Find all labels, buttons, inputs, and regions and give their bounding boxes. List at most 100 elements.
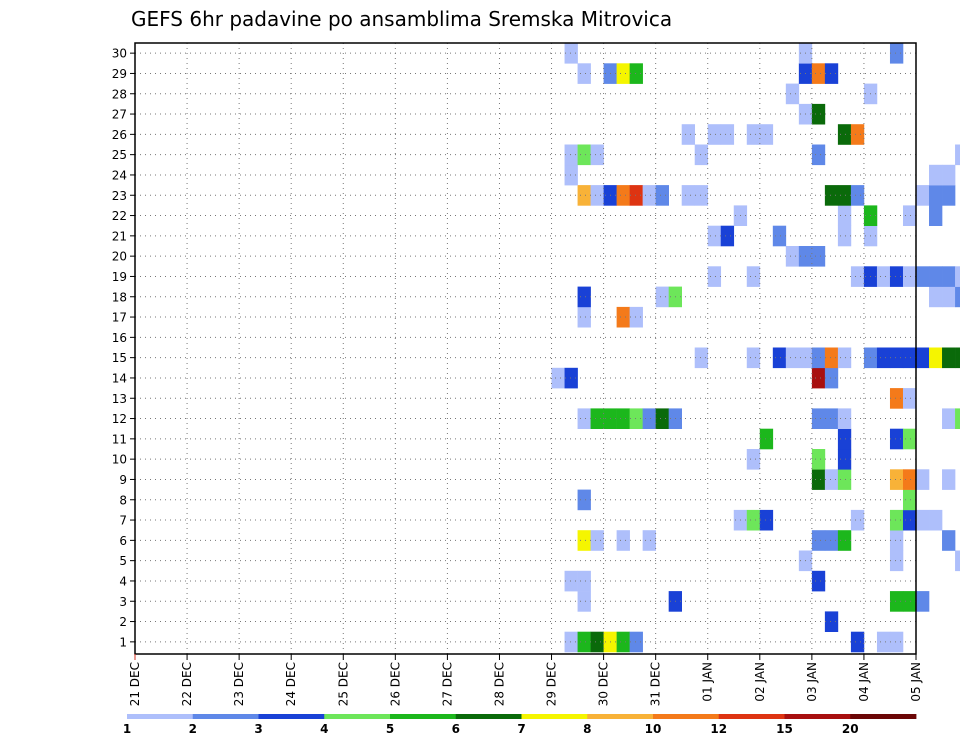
y-tick-label: 22 (112, 209, 127, 223)
cell-member-24-step-61 (929, 164, 943, 186)
cell-member-3-step-58 (889, 591, 904, 612)
cell-member-17-step-34 (577, 306, 591, 328)
cell-member-27-step-52 (811, 103, 826, 125)
cell-member-25-step-35 (590, 144, 604, 166)
colorbar-label: 6 (452, 722, 460, 736)
cell-member-30-step-33 (564, 43, 578, 64)
cell-member-21-step-45 (720, 225, 735, 247)
x-tick-label: 31 DEC (649, 662, 663, 706)
cell-member-8-step-59 (902, 489, 917, 511)
cell-member-19-step-61 (929, 266, 943, 287)
cell-member-12-step-54 (837, 408, 852, 429)
cell-member-15-step-62 (942, 347, 956, 369)
colorbar-label: 3 (254, 722, 262, 736)
cell-member-6-step-54 (837, 530, 852, 551)
cell-member-14-step-52 (811, 367, 826, 389)
cell-member-21-step-54 (837, 225, 852, 247)
cell-member-2-step-53 (824, 611, 839, 632)
cell-member-12-step-35 (590, 408, 604, 429)
x-tick-label: 21 DEC (128, 662, 142, 706)
y-tick-label: 2 (119, 615, 127, 629)
cell-member-17-step-38 (629, 306, 643, 328)
cell-member-13-step-58 (889, 388, 904, 409)
cell-member-1-step-55 (850, 631, 865, 653)
cell-member-15-step-53 (824, 347, 839, 369)
cell-member-23-step-54 (837, 185, 852, 206)
cell-member-30-step-58 (889, 43, 904, 64)
cell-member-26-step-42 (681, 124, 696, 145)
y-tick-label: 14 (112, 371, 127, 385)
x-tick-label: 02 JAN (753, 662, 767, 702)
y-tick-label: 16 (112, 331, 127, 345)
y-tick-label: 10 (112, 453, 127, 467)
y-tick-label: 5 (119, 554, 127, 568)
cell-member-26-step-55 (850, 124, 865, 145)
colorbar-label: 15 (776, 722, 793, 736)
colorbar-swatch (587, 714, 654, 719)
y-tick-label: 21 (112, 229, 127, 243)
cell-member-15-step-47 (746, 347, 761, 369)
colorbar-label: 12 (710, 722, 727, 736)
cell-member-7-step-55 (850, 509, 865, 531)
cell-member-15-step-50 (785, 347, 800, 369)
cell-member-23-step-39 (642, 185, 656, 206)
cell-member-5-step-58 (889, 550, 904, 572)
colorbar-label: 2 (189, 722, 197, 736)
cell-member-9-step-58 (889, 469, 904, 490)
chart-title: GEFS 6hr padavine po ansamblima Sremska … (131, 7, 672, 31)
cell-member-26-step-47 (746, 124, 761, 145)
cell-member-9-step-52 (811, 469, 826, 490)
x-tick-label: 24 DEC (284, 662, 298, 706)
cell-member-23-step-35 (590, 185, 604, 206)
cell-member-14-step-32 (551, 367, 565, 389)
cell-member-29-step-53 (824, 63, 839, 84)
cell-member-9-step-54 (837, 469, 852, 490)
cell-member-22-step-54 (837, 205, 852, 226)
cell-member-15-step-52 (811, 347, 826, 369)
cell-member-19-step-44 (707, 266, 722, 287)
x-tick-label: 04 JAN (857, 662, 871, 702)
cell-member-24-step-33 (564, 164, 578, 186)
cell-member-6-step-35 (590, 530, 604, 551)
cell-member-25-step-63 (955, 144, 960, 166)
cell-member-3-step-60 (916, 591, 930, 612)
cell-member-19-step-59 (902, 266, 917, 287)
colorbar-legend: 1 2 3 4 5 6 7 8 10 12 15 20 (123, 714, 917, 736)
cell-member-12-step-62 (942, 408, 956, 429)
y-tick-label: 7 (119, 514, 127, 528)
cell-member-15-step-60 (916, 347, 930, 369)
cell-member-1-step-38 (629, 631, 643, 653)
cell-member-19-step-62 (942, 266, 956, 287)
cell-member-12-step-40 (655, 408, 669, 429)
cell-member-12-step-38 (629, 408, 643, 429)
cell-member-26-step-54 (837, 124, 852, 145)
cell-member-4-step-52 (811, 570, 826, 592)
cell-member-7-step-58 (889, 509, 904, 531)
cell-member-6-step-53 (824, 530, 839, 551)
cell-member-1-step-35 (590, 631, 604, 653)
y-tick-label: 19 (112, 270, 127, 284)
cell-member-22-step-61 (929, 205, 943, 226)
y-tick-label: 6 (119, 534, 127, 548)
cell-member-19-step-55 (850, 266, 865, 287)
y-tick-label: 23 (112, 189, 127, 203)
y-tick-label: 13 (112, 392, 127, 406)
y-tick-label: 3 (119, 595, 127, 609)
cell-member-29-step-37 (616, 63, 630, 84)
cell-member-14-step-53 (824, 367, 839, 389)
cell-member-18-step-62 (942, 286, 956, 308)
colorbar-swatch (258, 714, 325, 719)
y-tick-label: 24 (112, 168, 127, 182)
cell-member-11-step-59 (902, 428, 917, 450)
plot-frame (134, 42, 917, 655)
cell-member-19-step-47 (746, 266, 761, 287)
cell-member-6-step-37 (616, 530, 630, 551)
cell-member-24-step-62 (942, 164, 956, 186)
cell-member-12-step-52 (811, 408, 826, 429)
cell-member-29-step-52 (811, 63, 826, 84)
y-tick-label: 27 (112, 108, 127, 122)
colorbar-swatch (718, 714, 785, 719)
x-tick-label: 05 JAN (909, 662, 923, 702)
colorbar-label: 5 (386, 722, 394, 736)
